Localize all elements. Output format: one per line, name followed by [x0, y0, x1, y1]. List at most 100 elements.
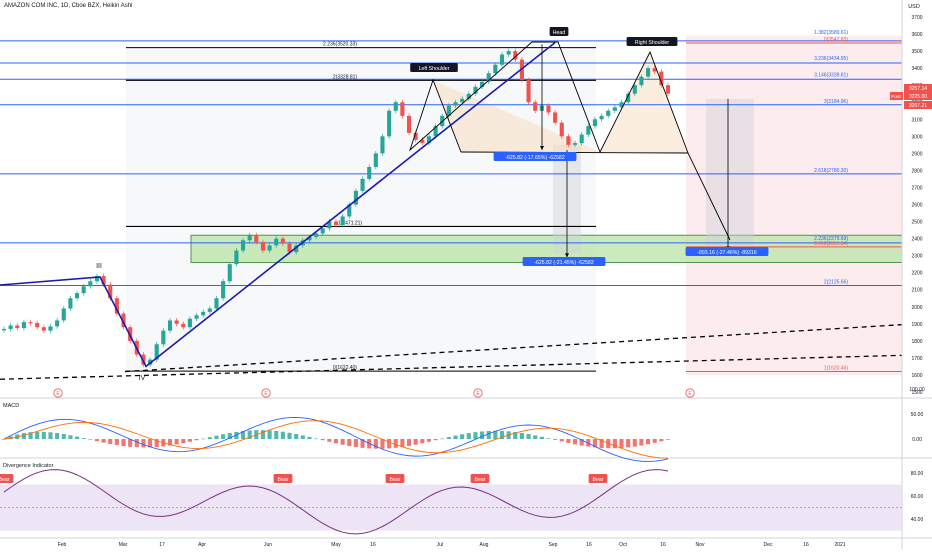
macd-histogram-bar: [81, 438, 86, 439]
macd-histogram-bar: [632, 439, 637, 447]
event-marker-label: E: [476, 391, 480, 397]
candle: [400, 102, 405, 116]
macd-histogram-bar: [626, 439, 631, 448]
candle: [533, 102, 538, 111]
macd-histogram-bar: [333, 439, 339, 444]
candle: [201, 311, 206, 316]
macd-histogram-bar: [181, 439, 186, 444]
candle: [154, 344, 159, 360]
rsi-tick-label: 80.00: [911, 471, 924, 477]
fib-right-label: 3(3184.96): [824, 99, 849, 105]
candle: [108, 284, 113, 299]
x-tick-label: Sep: [549, 542, 558, 548]
candle: [214, 298, 219, 309]
candle: [460, 98, 465, 103]
fib-left-label: 2.236(3520.33): [323, 42, 357, 48]
candle: [353, 190, 358, 205]
event-marker-label: E: [264, 391, 268, 397]
macd-histogram-bar: [639, 439, 644, 446]
macd-histogram-bar: [41, 431, 46, 439]
candle: [665, 85, 671, 94]
macd-histogram-bar: [519, 432, 524, 439]
candle: [15, 325, 20, 329]
y-tick-label: 3400: [911, 66, 922, 72]
candle: [559, 122, 564, 137]
macd-histogram-bar: [274, 430, 279, 439]
candle: [148, 359, 153, 365]
macd-histogram-bar: [572, 439, 578, 445]
macd-histogram-bar: [426, 439, 432, 442]
y-tick-label: 3000: [911, 134, 922, 140]
macd-histogram-bar: [74, 436, 80, 439]
dashed-trendline-lower: [0, 354, 903, 380]
bear-label: Bear: [0, 477, 10, 483]
candle: [420, 139, 425, 144]
candle: [486, 73, 491, 82]
macd-histogram-bar: [167, 439, 173, 446]
candle: [141, 354, 146, 365]
macd-histogram-bar: [559, 439, 564, 442]
y-tick-label: 2200: [911, 271, 922, 277]
divergence-pane-title: Divergence Indicator: [3, 463, 54, 469]
candle: [646, 68, 651, 77]
head-label: Head: [553, 30, 566, 36]
macd-histogram-bar: [413, 439, 418, 445]
candle: [327, 221, 332, 229]
macd-histogram-bar: [546, 438, 551, 439]
candle: [94, 276, 100, 282]
macd-histogram-bar: [68, 435, 73, 439]
macd-histogram-bar: [128, 439, 133, 447]
candle: [247, 235, 252, 241]
macd-histogram-bar: [646, 439, 651, 445]
x-tick-label: 16: [370, 542, 376, 548]
bear-label: Bear: [593, 477, 604, 483]
macd-histogram-bar: [227, 432, 232, 439]
bear-label-box: [385, 474, 405, 483]
bear-label: Bear: [475, 477, 486, 483]
x-tick-label: Nov: [696, 542, 705, 548]
candle: [121, 313, 126, 328]
macd-histogram-bar: [553, 439, 558, 440]
macd-histogram-bar: [393, 439, 398, 448]
candle: [181, 323, 186, 328]
macd-histogram-bar: [55, 433, 60, 439]
x-tick-label: Oct: [619, 542, 627, 548]
macd-histogram-bar: [566, 439, 571, 443]
price-badge: [904, 84, 932, 92]
candle: [606, 110, 611, 116]
left-shoulder-label-box: [410, 63, 458, 72]
x-tick-label: Aug: [480, 542, 489, 548]
candle: [586, 126, 591, 135]
macd-histogram-bar: [579, 439, 584, 446]
fib-left-label: 2(3328.81): [333, 74, 358, 80]
candle: [267, 245, 272, 251]
measure-label-3-box: [685, 247, 769, 256]
macd-histogram-bar: [480, 431, 485, 439]
y-tick-label: 1800: [911, 339, 922, 345]
macd-histogram-bar: [314, 438, 319, 440]
rsi-band: [0, 484, 902, 531]
x-tick-label: 16: [586, 542, 592, 548]
macd-histogram-bar: [294, 433, 299, 439]
x-tick-label: 2021: [834, 542, 845, 548]
candle: [579, 134, 584, 144]
macd-histogram-bar: [221, 434, 226, 439]
candle: [453, 102, 458, 106]
macd-histogram-bar: [526, 434, 531, 439]
x-tick-label: 17: [159, 542, 165, 548]
measure-label-3: -893.16 (-27.46%) -89316: [697, 250, 757, 256]
macd-histogram-bar: [360, 439, 365, 448]
right-shoulder-label: Right Shoulder: [635, 40, 670, 46]
x-tick-label: Apr: [198, 542, 206, 548]
candle: [227, 264, 232, 282]
candle: [393, 102, 398, 111]
macd-histogram-bar: [187, 439, 192, 442]
candle: [35, 322, 40, 328]
wave-label-iv: IV: [139, 375, 146, 382]
fib-right-label: 3.236(3434.95): [814, 56, 848, 62]
y-tick-label: 2100: [911, 288, 922, 294]
event-marker: [261, 388, 271, 398]
y-tick-label: 2000: [911, 305, 922, 311]
macd-histogram-bar: [539, 436, 544, 439]
macd-tick-label: 100.00: [909, 387, 925, 393]
